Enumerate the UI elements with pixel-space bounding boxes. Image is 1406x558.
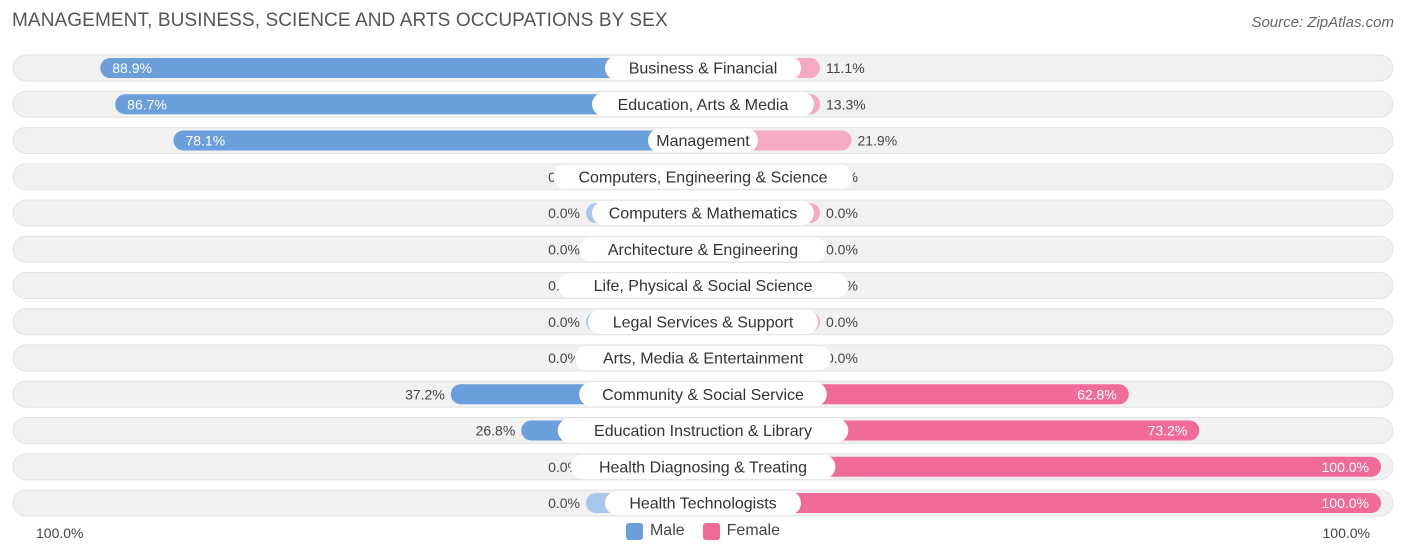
category-pill [579, 237, 827, 262]
category-pill [605, 56, 801, 80]
bar-row[interactable]: 37.2% 62.8% Community & Social Service [12, 380, 1394, 408]
male-value-label: 86.7% [127, 96, 167, 112]
chart-title: MANAGEMENT, BUSINESS, SCIENCE AND ARTS O… [12, 10, 668, 31]
category-label: Community & Social Service [602, 387, 804, 404]
axis-left-label: 100.0% [36, 525, 84, 541]
male-bar [100, 58, 704, 78]
bar-row[interactable]: 0.0% 0.0% Architecture & Engineering [12, 235, 1394, 263]
bar-row[interactable]: 78.1% 21.9% Management [12, 127, 1394, 154]
category-label: Architecture & Engineering [608, 242, 798, 259]
category-label: Legal Services & Support [613, 314, 794, 331]
female-bar [703, 493, 1381, 513]
male-bar [173, 130, 703, 151]
category-pill [605, 491, 801, 515]
male-value-label: 26.8% [476, 423, 516, 439]
male-value-label: 37.2% [405, 386, 445, 402]
female-value-label: 100.0% [1322, 459, 1369, 475]
bar-row[interactable]: 88.9% 11.1% Business & Financial [12, 54, 1394, 82]
bar-row[interactable]: 0.0% 100.0%Health Diagnosing & Treating [12, 453, 1394, 481]
chart-area: 88.9% 11.1% Business & Financial 86.7% 13.3%… [12, 54, 1394, 517]
female-bar [703, 456, 1381, 477]
category-pill [557, 418, 849, 443]
category-pill [587, 309, 819, 334]
bar-row[interactable]: 26.8% 73.2% Education Instruction & Librar… [12, 417, 1394, 444]
female-value-label: 11.1% [826, 60, 865, 76]
bar-row[interactable]: 86.7% 13.3% Education, Arts & Media [12, 90, 1394, 118]
bar-row[interactable]: 0.0% 0.0% Legal Services & Support [12, 308, 1394, 336]
source-label: Source: ZipAtlas.com [1251, 14, 1394, 31]
category-label: Life, Physical & Social Science [594, 278, 813, 295]
female-value-label: 0.0% [826, 205, 858, 221]
legend-item-female[interactable]: Female [702, 522, 781, 540]
category-label: Computers, Engineering & Science [578, 169, 827, 186]
bar-row[interactable]: 0.0% 0.0% Arts, Media & Entertainment [12, 344, 1394, 372]
male-value-label: 88.9% [112, 60, 152, 76]
category-pill [592, 92, 814, 117]
axis-right-label: 100.0% [1322, 525, 1370, 541]
male-value-label: 0.0% [548, 350, 580, 366]
category-label: Computers & Mathematics [609, 206, 798, 223]
legend: Male Female [0, 522, 1406, 540]
female-value-label: 0.0% [826, 314, 858, 330]
category-label: Health Diagnosing & Treating [599, 459, 807, 476]
category-pill [553, 164, 853, 189]
category-label: Education, Arts & Media [618, 97, 789, 114]
male-bar [115, 94, 703, 115]
female-value-label: 73.2% [1148, 423, 1188, 439]
category-label: Arts, Media & Entertainment [603, 351, 804, 368]
female-value-label: 62.8% [1077, 386, 1117, 402]
legend-label-female: Female [726, 522, 781, 539]
bar-row[interactable]: 0.0%0.0%Life, Physical & Social Science [12, 272, 1394, 299]
category-label: Management [656, 133, 750, 150]
male-value-label: 0.0% [548, 495, 580, 511]
category-pill [570, 454, 836, 479]
male-value-label: 0.0% [548, 314, 580, 330]
male-value-label: 78.1% [185, 133, 225, 149]
legend-label-male: Male [649, 522, 685, 539]
male-value-label: 0.0% [548, 205, 580, 221]
male-value-label: 0.0% [548, 241, 580, 257]
category-pill [557, 273, 849, 298]
category-pill [579, 382, 827, 407]
female-value-label: 0.0% [826, 350, 858, 366]
category-label: Education Instruction & Library [594, 423, 812, 440]
category-pill [648, 128, 758, 153]
legend-swatch-female [702, 522, 720, 540]
category-label: Health Technologists [629, 496, 776, 513]
female-value-label: 100.0% [1322, 495, 1369, 511]
category-pill [574, 346, 832, 370]
female-value-label: 21.9% [857, 133, 897, 149]
legend-item-male[interactable]: Male [625, 522, 685, 540]
bar-row[interactable]: 0.0% 0.0% Computers & Mathematics [12, 199, 1394, 227]
female-value-label: 13.3% [826, 96, 866, 112]
legend-swatch-male [625, 522, 643, 540]
category-label: Business & Financial [629, 61, 778, 78]
category-pill [592, 201, 814, 225]
female-value-label: 0.0% [826, 241, 858, 257]
bar-row[interactable]: 0.0%0.0%Computers, Engineering & Science [12, 163, 1394, 191]
bar-row[interactable]: 0.0% 100.0% Health Technologists [12, 489, 1394, 517]
